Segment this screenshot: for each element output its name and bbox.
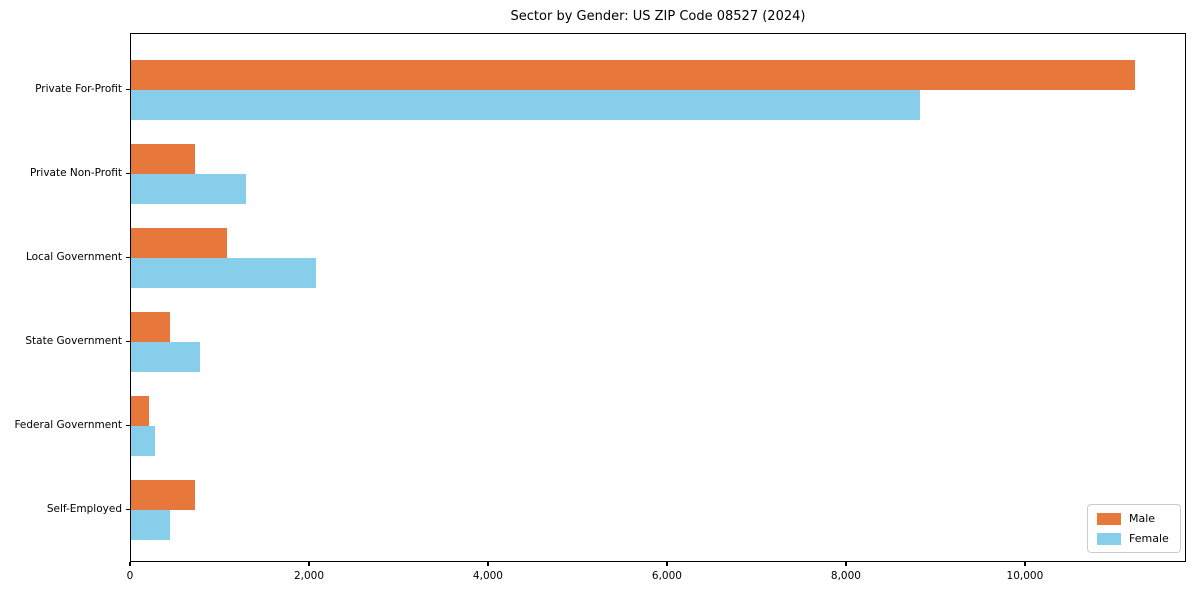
xtick-label-0: 0 <box>126 570 134 582</box>
ytick-label-state-government: State Government <box>25 335 122 347</box>
ytick-label-self-employed: Self-Employed <box>46 503 122 515</box>
xtick-mark <box>666 562 668 566</box>
xtick-mark <box>845 562 847 566</box>
bar-male-federal-government <box>131 396 149 426</box>
ytick-label-federal-government: Federal Government <box>14 419 122 431</box>
bar-male-local-government <box>131 228 227 258</box>
xtick-mark <box>1024 562 1026 566</box>
ytick-mark <box>126 340 130 342</box>
chart-title: Sector by Gender: US ZIP Code 08527 (202… <box>510 9 806 24</box>
bar-female-federal-government <box>131 426 156 456</box>
legend-label-male: Male <box>1129 512 1156 525</box>
ytick-mark <box>126 508 130 510</box>
ytick-label-local-government: Local Government <box>25 251 122 263</box>
xtick-label-2000: 2,000 <box>293 570 324 582</box>
bar-male-private-for-profit <box>131 60 1136 90</box>
bar-female-private-for-profit <box>131 90 921 120</box>
ytick-mark <box>126 172 130 174</box>
xtick-mark <box>129 562 131 566</box>
legend: Male Female <box>1087 504 1181 553</box>
plot-area <box>130 33 1186 562</box>
legend-label-female: Female <box>1129 532 1169 545</box>
xtick-label-4000: 4,000 <box>472 570 503 582</box>
xtick-mark <box>308 562 310 566</box>
xtick-label-6000: 6,000 <box>651 570 682 582</box>
bar-female-self-employed <box>131 510 170 540</box>
bar-male-private-non-profit <box>131 144 195 174</box>
ytick-mark <box>126 88 130 90</box>
male-swatch-icon <box>1097 512 1121 525</box>
legend-entry-male: Male <box>1097 512 1171 525</box>
ytick-label-private-non-profit: Private Non-Profit <box>29 167 122 179</box>
xtick-label-8000: 8,000 <box>830 570 861 582</box>
bar-male-self-employed <box>131 480 195 510</box>
bar-female-local-government <box>131 258 316 288</box>
ytick-mark <box>126 256 130 258</box>
bar-female-private-non-profit <box>131 174 246 204</box>
legend-entry-female: Female <box>1097 532 1171 545</box>
female-swatch-icon <box>1097 532 1121 545</box>
ytick-mark <box>126 424 130 426</box>
xtick-mark <box>487 562 489 566</box>
ytick-label-private-for-profit: Private For-Profit <box>35 83 122 95</box>
bar-female-state-government <box>131 342 200 372</box>
bar-male-state-government <box>131 312 171 342</box>
xtick-label-10000: 10,000 <box>1006 570 1044 582</box>
